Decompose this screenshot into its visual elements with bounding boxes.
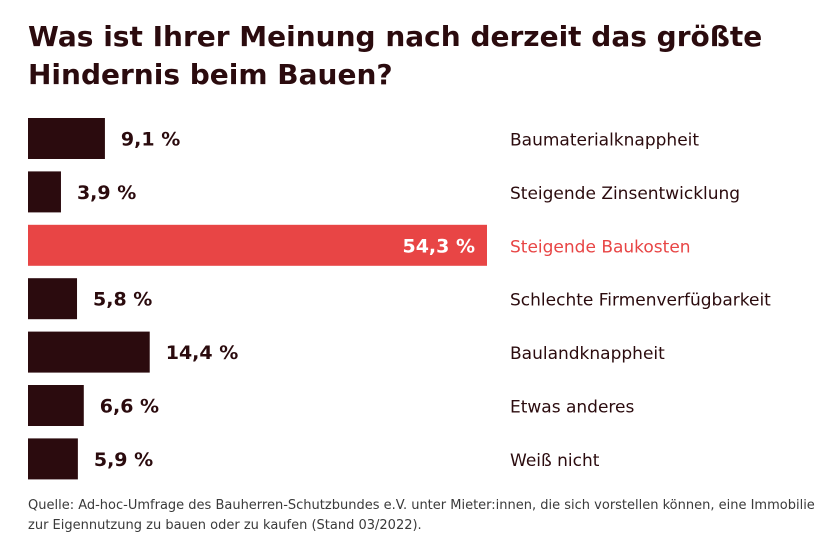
category-label-1: Steigende Zinsentwicklung (510, 184, 740, 204)
value-label-4: 14,4 % (166, 342, 239, 364)
category-label-5: Etwas anderes (510, 398, 635, 418)
category-label-3: Schlechte Firmenverfügbarkeit (510, 291, 771, 311)
value-label-5: 6,6 % (100, 396, 159, 418)
bar-4 (28, 331, 150, 373)
value-label-0: 9,1 % (121, 129, 180, 151)
bar-2 (28, 224, 487, 266)
category-label-6: Weiß nicht (510, 451, 600, 471)
value-label-1: 3,9 % (77, 182, 136, 204)
source-note: Quelle: Ad-hoc-Umfrage des Bauherren-Sch… (28, 498, 815, 533)
category-label-0: Baumaterialknappheit (510, 131, 699, 151)
category-label-4: Baulandknappheit (510, 344, 665, 364)
value-label-2: 54,3 % (402, 235, 475, 257)
value-label-3: 5,8 % (93, 289, 152, 311)
bar-6 (28, 438, 78, 480)
category-label-2: Steigende Baukosten (510, 237, 691, 257)
value-label-6: 5,9 % (94, 449, 153, 471)
bar-3 (28, 278, 78, 320)
bar-5 (28, 385, 84, 426)
bar-1 (28, 171, 61, 213)
chart-title: Was ist Ihrer Meinung nach derzeit das g… (28, 20, 763, 91)
bar-0 (28, 118, 105, 159)
